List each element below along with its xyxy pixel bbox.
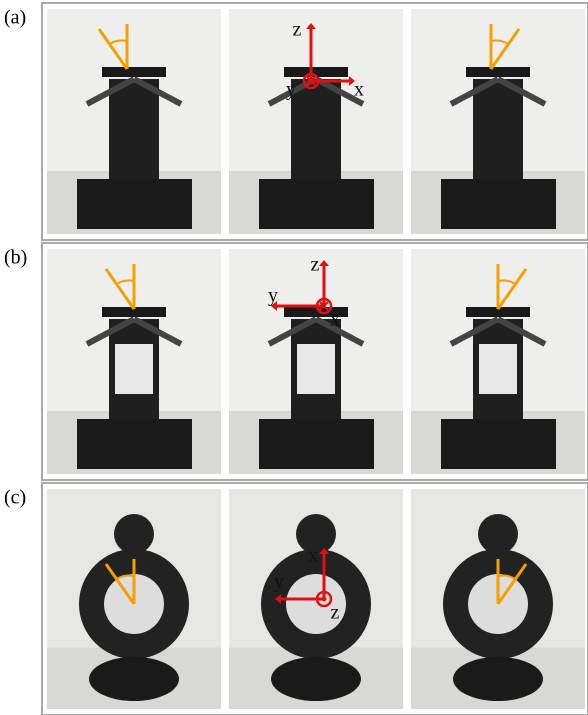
robot-base xyxy=(259,179,374,229)
axis-label: x xyxy=(330,309,340,331)
photo-panel xyxy=(411,9,585,234)
axis-label: x xyxy=(354,79,364,101)
axis-label: y xyxy=(274,571,284,593)
robot-column xyxy=(291,79,341,189)
axis-label: z xyxy=(331,602,340,624)
photo-panel: x y z xyxy=(229,489,403,709)
robot-base xyxy=(77,179,192,229)
robot-top xyxy=(478,514,518,554)
photo-panel xyxy=(47,489,221,709)
row-label: (c) xyxy=(4,487,26,509)
photo-panel: z y x xyxy=(229,249,403,474)
figure: (a) z y x (b) z y x (c) x y z xyxy=(0,0,588,715)
axis-label: x xyxy=(308,545,318,567)
robot-base xyxy=(441,179,556,229)
robot-sleeve xyxy=(297,344,335,394)
row-label: (a) xyxy=(4,7,26,29)
robot-base xyxy=(89,657,179,701)
robot-base xyxy=(77,419,192,469)
photo-panel: z y x xyxy=(229,9,403,234)
robot-sleeve xyxy=(479,344,517,394)
photo-panel xyxy=(411,249,585,474)
robot-base xyxy=(271,657,361,701)
robot-base xyxy=(441,419,556,469)
axis-label: y xyxy=(268,285,278,307)
robot-base xyxy=(453,657,543,701)
robot-platform xyxy=(466,67,530,77)
axis-label: z xyxy=(293,19,302,41)
robot-sleeve xyxy=(115,344,153,394)
robot-platform xyxy=(102,67,166,77)
robot-column xyxy=(473,79,523,189)
photo-panel xyxy=(47,249,221,474)
photo-panel xyxy=(411,489,585,709)
axis-label: y xyxy=(286,79,296,101)
row-label: (b) xyxy=(4,247,27,269)
robot-base xyxy=(259,419,374,469)
photo-panel xyxy=(47,9,221,234)
axis-label: z xyxy=(311,254,320,276)
axis-dot xyxy=(322,597,327,602)
robot-top xyxy=(114,514,154,554)
robot-column xyxy=(109,79,159,189)
